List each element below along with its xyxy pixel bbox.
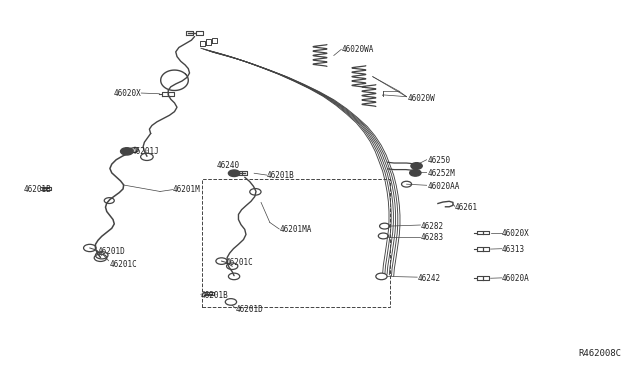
Text: 46020X: 46020X [113, 89, 141, 97]
Text: 46201B: 46201B [201, 291, 228, 300]
Bar [202, 179, 390, 307]
Text: 46261: 46261 [455, 203, 478, 212]
Text: 46240: 46240 [216, 161, 239, 170]
Text: 46201D: 46201D [97, 247, 125, 256]
Text: 46242: 46242 [417, 275, 440, 283]
Text: 46020X: 46020X [502, 229, 530, 238]
Text: 46201D: 46201D [236, 305, 263, 314]
Circle shape [411, 163, 422, 169]
Text: 46201C: 46201C [110, 260, 138, 269]
Text: 46020A: 46020A [502, 275, 530, 283]
Circle shape [228, 170, 240, 177]
Text: 46252M: 46252M [428, 169, 456, 178]
Text: 46250: 46250 [428, 156, 451, 165]
Text: 46201B: 46201B [24, 185, 52, 194]
Text: 46201MA: 46201MA [279, 225, 312, 234]
Text: R462008C: R462008C [578, 349, 621, 358]
Circle shape [410, 170, 421, 176]
Text: 46020W: 46020W [408, 94, 436, 103]
Text: 46201B: 46201B [267, 171, 294, 180]
Text: 46201M: 46201M [173, 185, 200, 194]
Text: 46283: 46283 [420, 233, 444, 242]
Text: 46201C: 46201C [226, 258, 253, 267]
Text: 46313: 46313 [502, 245, 525, 254]
Text: 46020AA: 46020AA [428, 182, 460, 190]
Text: 46282: 46282 [420, 222, 444, 231]
Text: 46020WA: 46020WA [342, 45, 374, 54]
Circle shape [120, 148, 133, 155]
Text: 46201J: 46201J [132, 147, 159, 156]
